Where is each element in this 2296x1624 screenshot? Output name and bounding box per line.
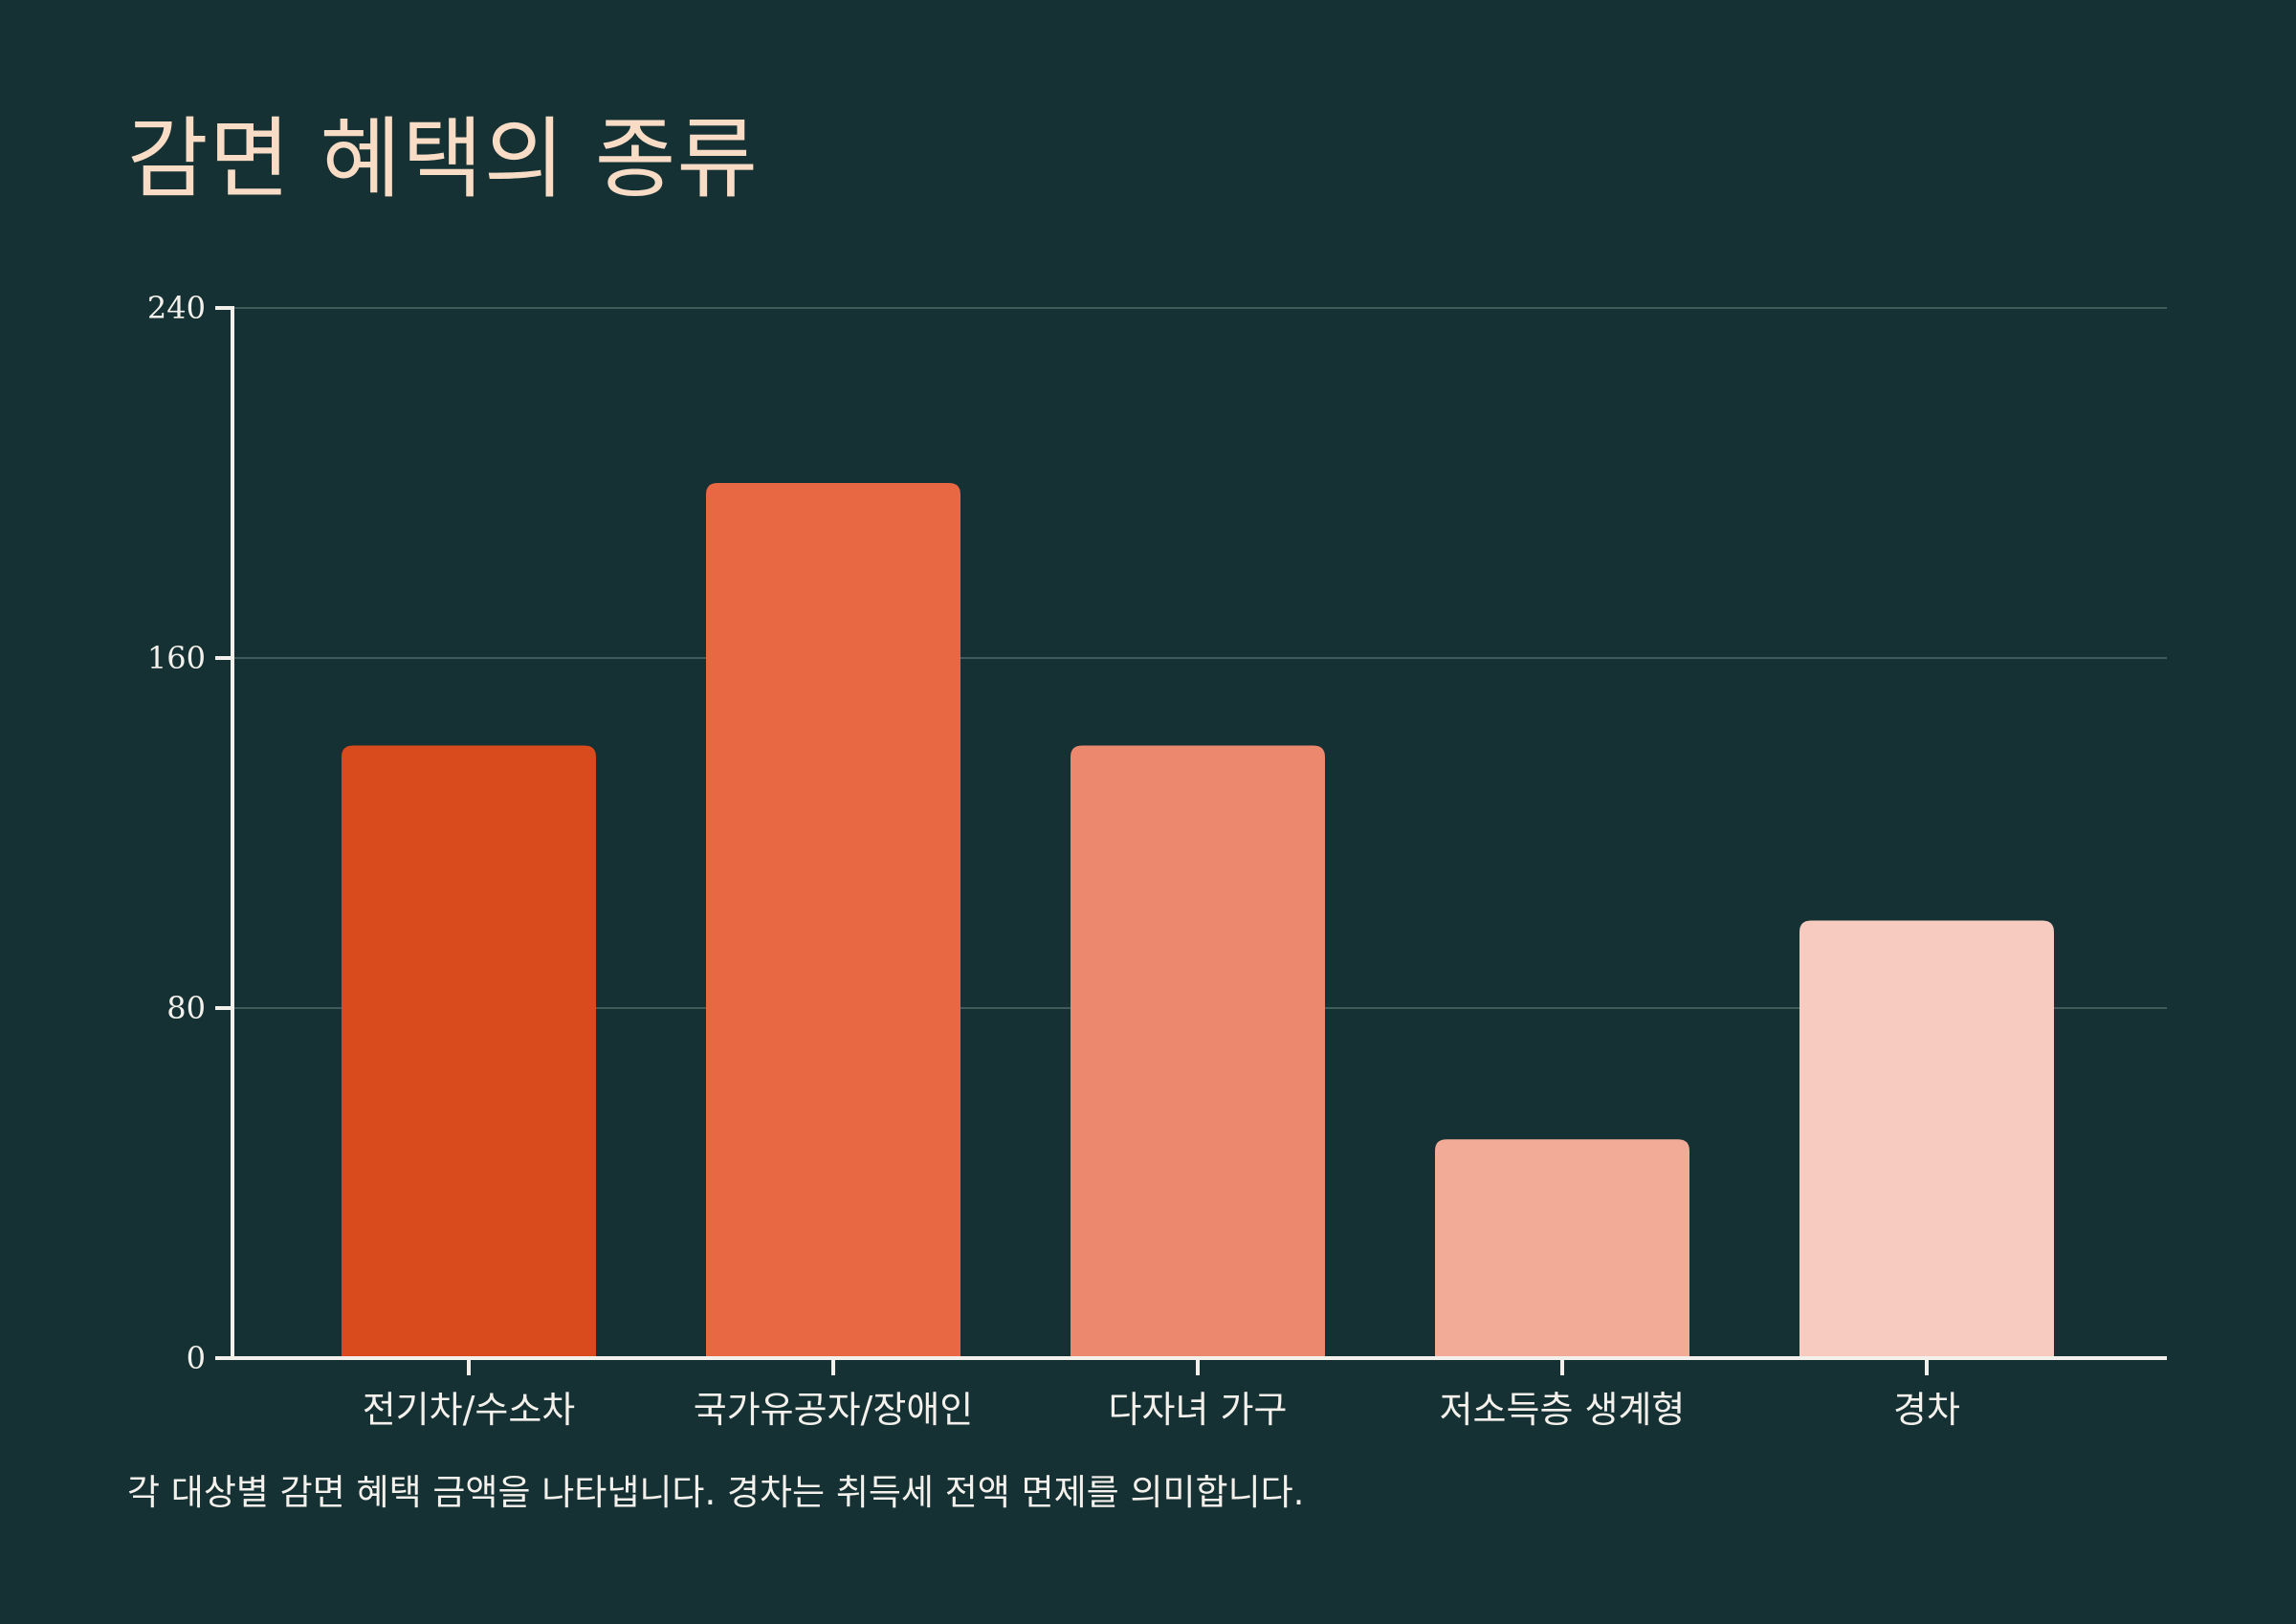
bar-5	[1799, 920, 2054, 1358]
x-tick-label: 저소득층 생계형	[1440, 1389, 1686, 1431]
x-tick-label: 전기차/수소차	[363, 1389, 576, 1431]
x-tick-label: 다자녀 가구	[1109, 1389, 1288, 1431]
chart-caption: 각 대상별 감면 혜택 금액을 나타냅니다. 경차는 취득세 전액 면제를 의미…	[127, 1472, 1305, 1513]
y-tick-label: 160	[147, 640, 206, 676]
y-tick-label: 80	[166, 990, 206, 1026]
bar-2	[706, 483, 960, 1358]
bar-1	[342, 745, 596, 1358]
bar-3	[1071, 745, 1325, 1358]
x-axis-ticks: 전기차/수소차 국가유공자/장애인 다자녀 가구 저소득층 생계형 경차	[363, 1358, 1960, 1431]
chart-title: 감면 혜택의 종류	[127, 108, 759, 210]
y-axis-ticks: 0 80 160 240	[147, 290, 232, 1376]
x-tick-label: 경차	[1893, 1389, 1960, 1431]
y-tick-label: 0	[187, 1340, 206, 1376]
x-tick-label: 국가유공자/장애인	[694, 1389, 973, 1431]
bar-4	[1435, 1139, 1689, 1358]
y-tick-label: 240	[147, 290, 206, 326]
bars	[342, 483, 2054, 1358]
